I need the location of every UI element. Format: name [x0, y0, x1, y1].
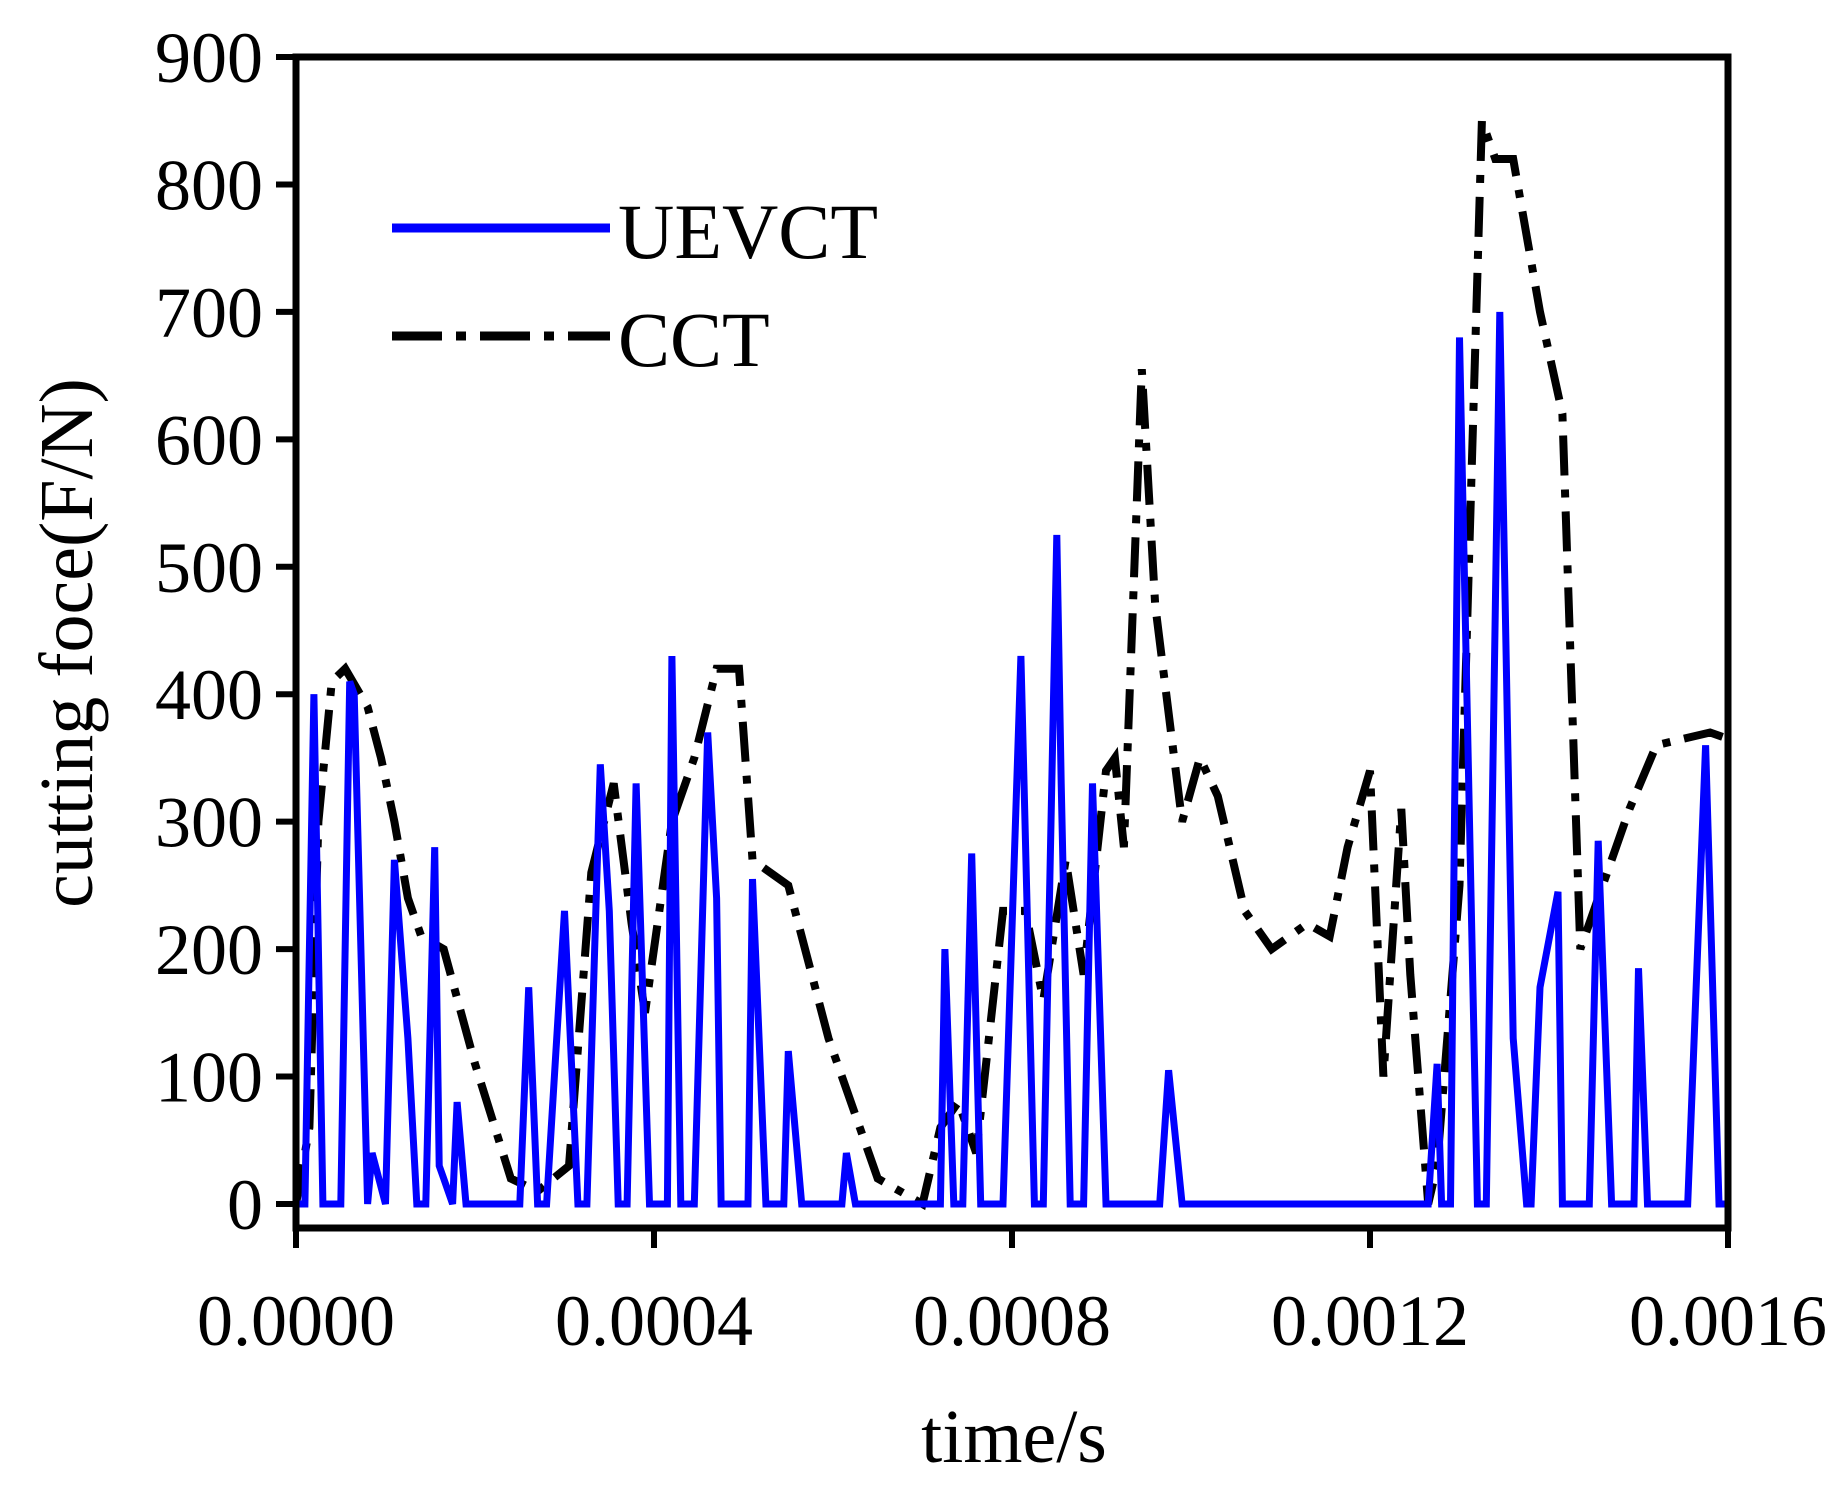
legend-label-cct: CCT — [618, 296, 770, 383]
y-tick-label: 900 — [155, 18, 263, 98]
y-tick-label: 600 — [155, 400, 263, 480]
y-tick-label: 0 — [227, 1165, 263, 1245]
x-tick-label: 0.0004 — [555, 1281, 753, 1361]
x-tick-label: 0.0008 — [913, 1281, 1111, 1361]
y-tick-label: 100 — [155, 1038, 263, 1118]
axis-ticks: 0 100 200 300 400 500 600 700 800 900 0.0000 0.0004… — [155, 18, 1827, 1361]
y-tick-label: 300 — [155, 783, 263, 863]
series-line-uevct — [296, 311, 1728, 1208]
x-tick-label: 0.0000 — [197, 1281, 395, 1361]
x-axis-label: time/s — [921, 1395, 1107, 1479]
legend: UEVCT CCT — [392, 188, 878, 383]
x-tick-label: 0.0016 — [1629, 1281, 1827, 1361]
y-tick-label: 800 — [155, 145, 263, 225]
y-axis-label: cutting foce(F/N) — [25, 378, 109, 908]
series-layer — [296, 119, 1728, 1211]
y-tick-label: 500 — [155, 528, 263, 608]
legend-label-uevct: UEVCT — [618, 188, 878, 275]
y-tick-label: 700 — [155, 273, 263, 353]
y-tick-label: 200 — [155, 910, 263, 990]
y-tick-label: 400 — [155, 655, 263, 735]
x-tick-label: 0.0012 — [1271, 1281, 1469, 1361]
